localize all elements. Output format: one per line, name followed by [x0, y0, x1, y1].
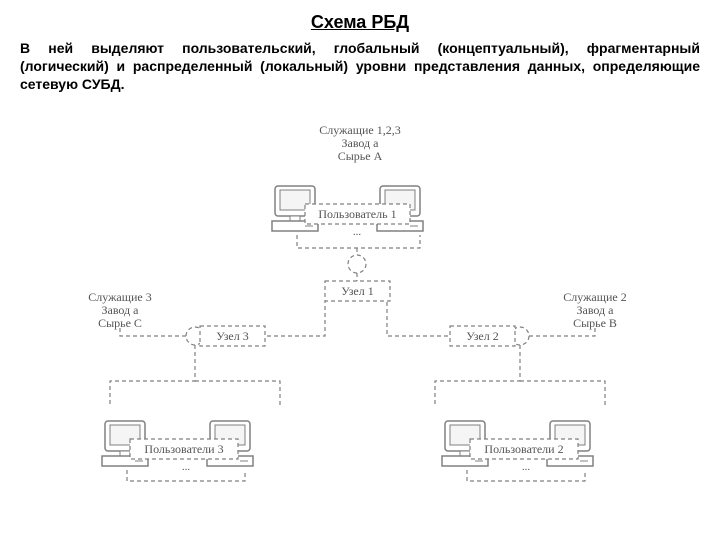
data-label: Завод a	[101, 303, 139, 317]
connection-line	[520, 381, 605, 406]
data-label: Служащие 3	[88, 290, 151, 304]
user-box-label: Пользователь 1	[318, 207, 396, 221]
connection-line	[195, 381, 280, 406]
user-box-label: Пользователи 2	[484, 442, 563, 456]
data-label: Завод a	[576, 303, 614, 317]
data-label: Завод a	[341, 136, 379, 150]
network-diagram: Пользователь 1 Пользователи 3 Пользователи…	[50, 106, 670, 526]
node-box-label: Узел 1	[341, 284, 374, 298]
diagram-container: Пользователь 1 Пользователи 3 Пользователи…	[20, 106, 700, 526]
user-box-label: Пользователи 3	[144, 442, 223, 456]
page-title: Схема РБД	[20, 12, 700, 33]
data-label: Сырье C	[98, 316, 142, 330]
ellipsis-label: ...	[522, 461, 531, 473]
node-box-label: Узел 3	[216, 329, 249, 343]
data-label: Служащие 1,2,3	[319, 123, 400, 137]
data-label: Сырье A	[338, 149, 383, 163]
data-label: Служащие 2	[563, 290, 626, 304]
data-label: Сырье B	[573, 316, 617, 330]
network-node-icon	[348, 255, 366, 273]
node-box-label: Узел 2	[466, 329, 499, 343]
page-description: В ней выделяют пользовательский, глобаль…	[20, 39, 700, 94]
connection-line	[435, 345, 520, 406]
ellipsis-label: ...	[182, 461, 191, 473]
ellipsis-label: ...	[353, 226, 362, 238]
connection-line	[110, 345, 195, 406]
